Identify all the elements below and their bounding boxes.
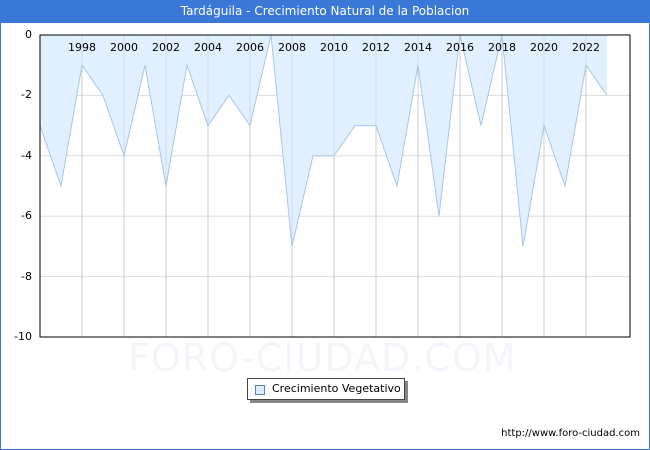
legend: Crecimiento Vegetativo (247, 378, 405, 400)
y-tick-label: -10 (14, 330, 32, 343)
y-tick-label: -4 (21, 148, 32, 162)
svg-text:2010: 2010 (320, 41, 348, 54)
y-tick-label: 0 (25, 28, 32, 41)
svg-text:2000: 2000 (110, 41, 138, 54)
svg-text:2022: 2022 (572, 41, 600, 54)
svg-text:2016: 2016 (446, 41, 474, 54)
y-tick-label: -2 (21, 88, 32, 102)
svg-text:2008: 2008 (278, 41, 306, 54)
series-line (39, 34, 608, 247)
y-tick-label: -8 (21, 269, 32, 283)
svg-text:2020: 2020 (530, 41, 558, 54)
chart-title: Tardáguila - Crecimiento Natural de la P… (0, 0, 650, 23)
legend-swatch (255, 385, 265, 395)
legend-label: Crecimiento Vegetativo (272, 382, 401, 395)
area-fill (40, 35, 607, 247)
y-tick-label: -6 (21, 209, 32, 223)
svg-text:2004: 2004 (194, 41, 222, 54)
svg-text:1998: 1998 (68, 41, 96, 54)
svg-text:2012: 2012 (362, 41, 390, 54)
svg-text:2014: 2014 (404, 41, 432, 54)
svg-text:2006: 2006 (236, 41, 264, 54)
watermark: FORO-CIUDAD.COM (128, 336, 517, 380)
source-url[interactable]: http://www.foro-ciudad.com (501, 428, 640, 439)
svg-text:2002: 2002 (152, 41, 180, 54)
svg-text:2018: 2018 (488, 41, 516, 54)
